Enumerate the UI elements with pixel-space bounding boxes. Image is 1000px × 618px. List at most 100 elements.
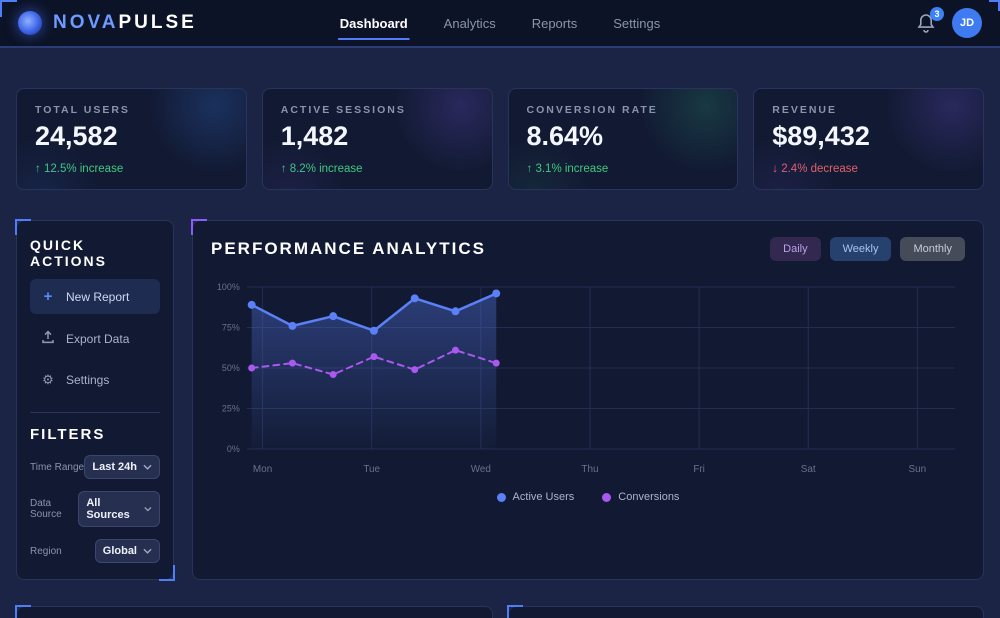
brand-name-primary: NOVA	[53, 12, 119, 33]
quick-action-export-data[interactable]: Export Data	[30, 321, 160, 356]
quick-action-new-report[interactable]: + New Report	[30, 279, 160, 314]
stats-row: TOTAL USERS 24,582 ↑ 12.5% increase ACTI…	[16, 88, 984, 190]
quick-action-label: Export Data	[66, 331, 130, 346]
nav-item-analytics[interactable]: Analytics	[443, 15, 496, 31]
stat-card-total-users: TOTAL USERS 24,582 ↑ 12.5% increase	[16, 88, 247, 190]
range-button-group: Daily Weekly Monthly	[770, 237, 965, 261]
corner-bracket	[15, 605, 31, 618]
time-range-select[interactable]: Last 24h	[84, 455, 160, 479]
range-button-monthly[interactable]: Monthly	[900, 237, 965, 261]
filter-data-source: Data Source All Sources	[30, 491, 160, 527]
stat-delta-text: 12.5% increase	[43, 163, 124, 175]
svg-text:Tue: Tue	[363, 464, 380, 475]
chevron-down-icon	[143, 548, 152, 554]
filter-label: Data Source	[30, 498, 62, 520]
bell-icon	[917, 14, 935, 33]
quick-action-label: Settings	[66, 373, 110, 387]
chevron-down-icon	[143, 464, 152, 470]
system-status-panel: SYSTEM STATUS CPU Usage 68%	[506, 605, 984, 618]
corner-bracket-page	[989, 0, 1000, 11]
corner-bracket	[191, 219, 207, 235]
chevron-down-icon	[144, 507, 152, 512]
region-select[interactable]: Global	[94, 539, 160, 563]
nav-item-settings[interactable]: Settings	[613, 15, 661, 31]
corner-bracket-page	[0, 0, 17, 17]
nav-item-reports[interactable]: Reports	[531, 15, 578, 31]
range-button-weekly[interactable]: Weekly	[829, 237, 892, 261]
brand-name: NOVAPULSE	[53, 12, 197, 34]
legend-label: Active Users	[512, 491, 575, 503]
stat-value: 8.64%	[526, 121, 604, 151]
corner-bracket	[15, 219, 31, 235]
trend-down-icon: ↓	[772, 163, 778, 175]
trend-up-icon: ↑	[280, 163, 287, 175]
quick-action-settings[interactable]: ⚙ Settings	[30, 363, 160, 397]
user-avatar[interactable]: JD	[952, 8, 982, 38]
chart-header: PERFORMANCE ANALYTICS Daily Weekly Month…	[211, 237, 965, 261]
svg-text:Sat: Sat	[801, 464, 816, 475]
brand-logo[interactable]: NOVAPULSE	[18, 11, 197, 35]
stat-delta: ↑ 3.1% increase	[527, 163, 720, 175]
filter-label: Region	[30, 545, 62, 557]
stat-label: ACTIVE SESSIONS	[280, 104, 406, 116]
filter-time-range: Time Range Last 24h	[30, 455, 160, 479]
svg-text:Fri: Fri	[693, 464, 705, 475]
stat-label: CONVERSION RATE	[526, 104, 658, 116]
corner-bracket	[506, 605, 523, 618]
dashboard-main: TOTAL USERS 24,582 ↑ 12.5% increase ACTI…	[0, 88, 1000, 618]
stat-label: TOTAL USERS	[35, 104, 130, 116]
stat-delta: ↑ 8.2% increase	[281, 163, 474, 175]
stat-delta: ↓ 2.4% decrease	[772, 163, 965, 175]
quick-actions-list: + New Report Export Data ⚙ Settings	[30, 279, 160, 397]
stat-delta-text: 2.4% decrease	[781, 163, 858, 175]
stat-card-active-sessions: ACTIVE SESSIONS 1,482 ↑ 8.2% increase	[261, 88, 493, 190]
legend-dot-blue	[496, 492, 506, 502]
legend-label: Conversions	[618, 491, 680, 503]
legend-item-conversions: Conversions	[602, 491, 679, 503]
quick-action-label: New Report	[66, 289, 130, 304]
svg-text:0%: 0%	[227, 444, 240, 454]
svg-text:Mon: Mon	[253, 464, 272, 475]
performance-chart: 0% 25% 50% 75% 100% Mon Tue Wed Thu Fri Sat Sun	[217, 282, 956, 475]
stat-card-revenue: REVENUE $89,432 ↓ 2.4% decrease	[753, 88, 984, 190]
svg-text:Wed: Wed	[471, 464, 491, 475]
brand-name-secondary: PULSE	[118, 12, 197, 33]
top-nav: NOVAPULSE Dashboard Analytics Reports Se…	[0, 0, 1000, 48]
sidebar-panel: QUICK ACTIONS + New Report Export Data ⚙…	[15, 219, 175, 581]
stat-value: 24,582	[35, 121, 118, 151]
stat-value: 1,482	[280, 121, 349, 151]
trend-up-icon: ↑	[35, 163, 41, 175]
middle-row: QUICK ACTIONS + New Report Export Data ⚙…	[15, 219, 984, 581]
notification-bell-button[interactable]: 3	[916, 7, 944, 34]
primary-nav: Dashboard Analytics Reports Settings	[337, 0, 661, 46]
gear-icon: ⚙	[42, 372, 54, 387]
filter-label: Time Range	[30, 461, 85, 473]
stat-delta: ↑ 12.5% increase	[35, 163, 228, 175]
range-button-daily[interactable]: Daily	[770, 237, 821, 261]
quick-actions-title: QUICK ACTIONS	[30, 237, 107, 269]
select-value: All Sources	[86, 497, 130, 521]
svg-text:Thu: Thu	[581, 464, 598, 475]
legend-item-active-users: Active Users	[496, 491, 575, 503]
svg-text:Sun: Sun	[909, 464, 927, 475]
chart-body: 0% 25% 50% 75% 100% Mon Tue Wed Thu Fri Sat Sun	[211, 269, 965, 489]
legend-dot-purple	[602, 492, 612, 502]
stat-label: REVENUE	[772, 104, 838, 116]
plus-icon: +	[43, 288, 53, 305]
nav-item-dashboard[interactable]: Dashboard	[337, 0, 410, 46]
stat-delta-text: 8.2% increase	[289, 163, 363, 175]
header-actions: 3 JD	[916, 7, 982, 38]
export-icon	[40, 330, 56, 347]
corner-bracket	[159, 565, 175, 581]
svg-text:50%: 50%	[222, 363, 240, 373]
svg-text:25%: 25%	[222, 403, 240, 413]
data-source-select[interactable]: All Sources	[78, 491, 160, 527]
brand-logo-icon	[18, 11, 42, 35]
svg-text:75%: 75%	[222, 322, 240, 332]
recent-activities-panel: RECENT ACTIVITIES New user registered 2 …	[15, 605, 493, 618]
select-value: Global	[102, 545, 137, 557]
chart-legend: Active Users Conversions	[211, 491, 965, 503]
filters-title: FILTERS	[30, 426, 106, 443]
stat-card-conversion-rate: CONVERSION RATE 8.64% ↑ 3.1% increase	[507, 88, 739, 190]
bottom-row: RECENT ACTIVITIES New user registered 2 …	[15, 605, 984, 618]
